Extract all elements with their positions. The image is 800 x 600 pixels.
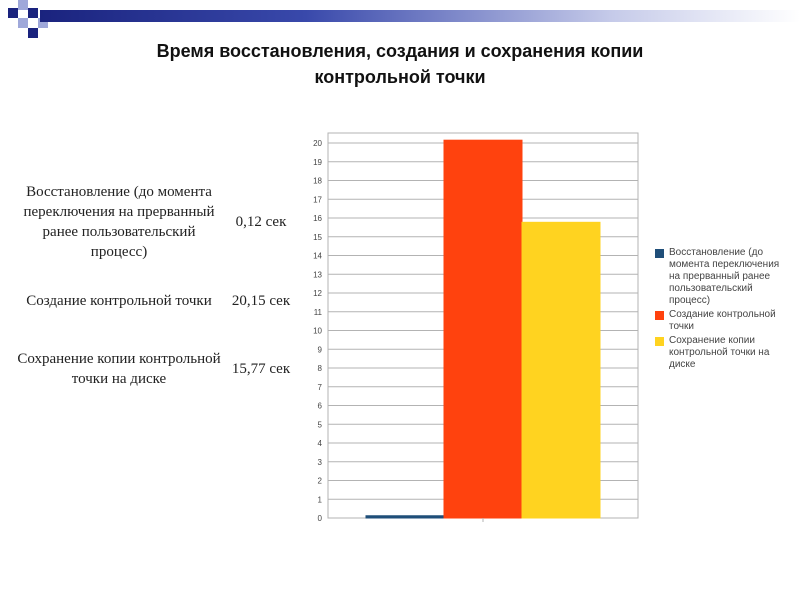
y-tick-label: 10 xyxy=(313,327,322,336)
table-row-value: 20,15 сек xyxy=(231,292,291,309)
y-tick-label: 13 xyxy=(313,270,322,279)
y-tick-label: 17 xyxy=(313,195,322,204)
y-tick-label: 3 xyxy=(318,458,323,467)
table-row-label: Восстановление (до момента переключения … xyxy=(23,184,215,260)
legend-item: Восстановление (до момента переключения … xyxy=(655,247,780,307)
table-row: Сохранение копии контрольной точки на ди… xyxy=(14,330,298,408)
table-row-label: Сохранение копии контрольной точки на ди… xyxy=(17,351,221,387)
y-tick-label: 11 xyxy=(314,308,323,317)
y-tick-label: 9 xyxy=(318,345,323,354)
y-tick-label: 18 xyxy=(313,177,322,186)
y-tick-label: 15 xyxy=(313,233,322,242)
legend-swatch xyxy=(655,337,664,346)
y-tick-label: 20 xyxy=(313,139,322,148)
chart-legend: Восстановление (до момента переключения … xyxy=(655,247,780,373)
y-tick-label: 1 xyxy=(318,495,323,504)
table-row: Создание контрольной точки 20,15 сек xyxy=(14,272,298,330)
logo-square-4 xyxy=(18,18,28,28)
logo-square-2 xyxy=(18,0,28,10)
y-tick-label: 4 xyxy=(318,439,323,448)
table-row-value: 15,77 сек xyxy=(231,360,291,377)
logo-square-3 xyxy=(28,8,38,18)
y-tick-label: 2 xyxy=(318,477,323,486)
y-tick-label: 16 xyxy=(313,214,322,223)
legend-swatch xyxy=(655,311,664,320)
legend-label: Создание контрольной точки xyxy=(669,309,776,332)
legend-item: Создание контрольной точки xyxy=(655,309,780,333)
bar xyxy=(443,139,523,519)
legend-label: Восстановление (до момента переключения … xyxy=(669,247,780,306)
legend-label: Сохранение копии контрольной точки на ди… xyxy=(669,335,770,370)
table-row: Восстановление (до момента переключения … xyxy=(14,172,298,272)
y-tick-label: 5 xyxy=(318,420,323,429)
slide-title-line1: Время восстановления, создания и сохране… xyxy=(156,41,644,61)
y-tick-label: 8 xyxy=(318,364,323,373)
legend-swatch xyxy=(655,249,664,258)
y-tick-label: 0 xyxy=(318,514,323,523)
table-row-label: Создание контрольной точки xyxy=(26,293,212,309)
table-row-value: 0,12 сек xyxy=(235,213,287,230)
slide-title: Время восстановления, создания и сохране… xyxy=(60,38,740,90)
y-tick-label: 6 xyxy=(318,402,323,411)
slide-title-line2: контрольной точки xyxy=(314,67,486,87)
y-tick-label: 14 xyxy=(313,252,322,261)
bar xyxy=(365,515,445,519)
header-band xyxy=(40,10,800,22)
logo-square-1 xyxy=(8,8,18,18)
logo-square-6 xyxy=(38,18,48,28)
bar xyxy=(521,221,601,519)
y-tick-label: 19 xyxy=(313,158,322,167)
y-tick-label: 7 xyxy=(318,383,323,392)
logo-square-5 xyxy=(28,28,38,38)
y-tick-label: 12 xyxy=(313,289,322,298)
timing-table: Восстановление (до момента переключения … xyxy=(14,172,298,408)
legend-item: Сохранение копии контрольной точки на ди… xyxy=(655,335,780,371)
